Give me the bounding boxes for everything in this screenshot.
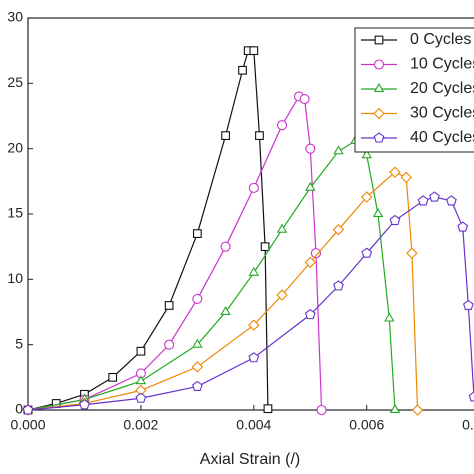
marker: [22, 404, 34, 415]
legend-label: 20 Cycles: [410, 80, 474, 97]
marker: [389, 403, 401, 414]
marker: [135, 375, 147, 385]
marker: [192, 293, 203, 304]
marker: [192, 380, 203, 392]
marker: [248, 266, 260, 276]
x-axis-title: Axial Strain (/): [200, 451, 300, 468]
marker: [238, 65, 247, 75]
marker: [79, 399, 90, 410]
marker: [373, 59, 385, 70]
y-tick-label: 0: [15, 401, 23, 417]
marker: [305, 181, 316, 191]
marker: [429, 191, 440, 202]
marker: [164, 339, 175, 350]
marker: [374, 35, 384, 45]
marker: [304, 256, 317, 269]
marker: [191, 361, 204, 373]
marker: [406, 247, 418, 259]
marker: [384, 312, 395, 322]
y-tick-label: 25: [7, 74, 23, 90]
marker: [446, 195, 457, 206]
marker: [400, 171, 412, 184]
marker: [255, 131, 264, 140]
x-tick-label: 0.004: [236, 417, 271, 433]
marker: [305, 143, 316, 154]
marker: [373, 82, 385, 93]
marker: [192, 229, 202, 238]
marker: [372, 207, 384, 218]
marker: [457, 221, 469, 232]
marker: [373, 107, 385, 120]
legend-label: 0 Cycles: [410, 31, 471, 48]
marker: [276, 289, 288, 301]
marker: [108, 372, 118, 382]
marker: [361, 247, 373, 258]
marker: [463, 299, 474, 311]
marker: [220, 241, 231, 252]
legend-box: [354, 27, 474, 153]
marker: [333, 145, 344, 155]
marker: [248, 319, 260, 331]
marker: [389, 166, 401, 178]
marker: [192, 338, 203, 348]
series-line: [27, 171, 419, 411]
marker: [304, 308, 316, 320]
y-tick-label: 5: [15, 335, 23, 351]
marker: [333, 280, 344, 291]
marker: [220, 305, 231, 316]
marker: [361, 191, 373, 203]
marker: [373, 132, 385, 143]
y-tick-label: 20: [7, 139, 23, 155]
x-tick-label: 0.006: [349, 417, 384, 433]
marker: [310, 248, 321, 259]
marker: [164, 301, 174, 310]
y-tick-label: 15: [7, 205, 23, 221]
marker: [260, 242, 270, 252]
x-tick-label: 0.000: [10, 417, 45, 433]
marker: [332, 223, 345, 236]
marker: [276, 223, 288, 233]
marker: [263, 404, 273, 414]
marker: [417, 195, 429, 206]
series-line: [27, 196, 474, 411]
marker: [249, 46, 259, 56]
marker: [361, 149, 372, 159]
legend-label: 40 Cycles: [410, 129, 474, 146]
marker: [135, 392, 147, 403]
y-tick-label: 10: [7, 270, 23, 286]
marker: [248, 182, 259, 193]
marker: [299, 93, 310, 105]
series-line: [27, 95, 323, 411]
x-tick-label: 0.008: [462, 417, 474, 433]
marker: [135, 384, 147, 397]
marker: [221, 131, 230, 140]
marker: [136, 346, 146, 356]
marker: [411, 404, 424, 416]
legend-label: 30 Cycles: [410, 105, 474, 122]
marker: [468, 391, 474, 402]
series-line: [27, 50, 269, 411]
y-tick-label: 30: [7, 9, 23, 25]
legend-label: 10 Cycles: [410, 56, 474, 73]
marker: [316, 404, 327, 416]
series-line: [27, 140, 396, 411]
marker: [389, 214, 401, 226]
marker: [248, 352, 260, 363]
marker: [277, 120, 288, 131]
x-tick-label: 0.002: [123, 417, 158, 433]
